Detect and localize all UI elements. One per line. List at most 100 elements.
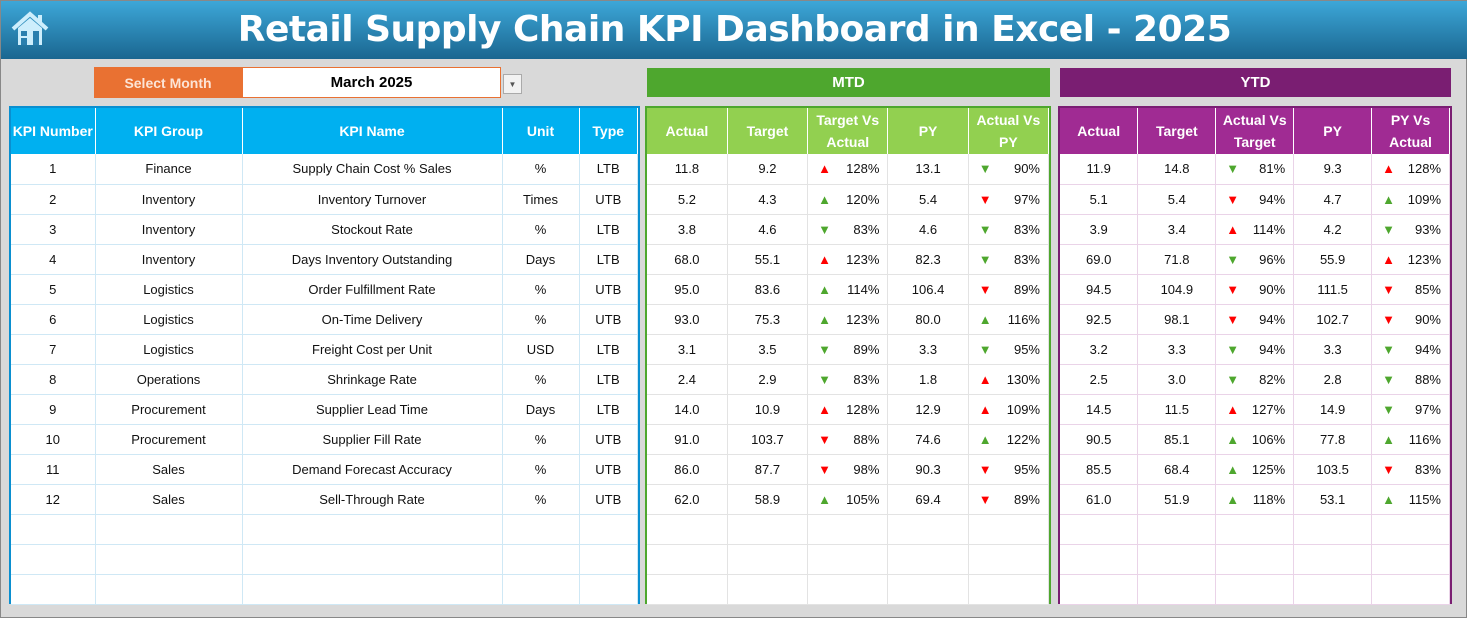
percent-value: 95% [1013,341,1040,357]
triangle-down-icon: ▼ [1226,371,1240,387]
mtd-cell: 3.5 [727,334,809,365]
dropdown-arrow-icon[interactable]: ▼ [503,74,522,94]
ytd-cell: ▲ 116% [1371,424,1450,455]
mtd-cell: 4.3 [727,184,809,215]
ytd-cell: ▼ 82% [1215,364,1295,395]
home-icon[interactable] [9,9,51,49]
triangle-down-icon: ▼ [818,461,831,477]
table-row [11,574,638,605]
percent-value: 122% [1006,431,1040,447]
ytd-cell: 14.5 [1060,394,1139,425]
column-header-target: Target [727,108,809,154]
cell-unit: % [502,484,580,515]
indicator: ▼ 96% [1216,252,1293,267]
column-header-actual-vs-target: Actual Vs Target [1215,108,1295,154]
ytd-row [1060,574,1450,605]
mtd-cell: 2.9 [727,364,809,395]
mtd-cell: ▲ 116% [968,304,1050,335]
ytd-row: 61.0 51.9 ▲ 118% 53.1 ▲ 115% [1060,484,1450,515]
ytd-cell: 11.9 [1060,154,1139,185]
cell-group [95,544,243,575]
mtd-cell: 106.4 [887,274,969,305]
mtd-cell: 103.7 [727,424,809,455]
cell-type [579,544,638,575]
percent-value: 89% [1013,281,1040,297]
indicator: ▲ 118% [1216,492,1293,507]
indicator: ▼ 94% [1216,312,1293,327]
cell-num [11,544,96,575]
ytd-cell: ▲ 106% [1215,424,1295,455]
indicator: ▲ 106% [1216,432,1293,447]
cell-name: Days Inventory Outstanding [242,244,503,275]
percent-value: 123% [846,251,880,267]
month-select[interactable]: March 2025 [242,67,501,98]
cell-num: 9 [11,394,96,425]
column-header-py: PY [887,108,969,154]
mtd-cell: ▼ 97% [968,184,1050,215]
mtd-cell: ▼ 88% [807,424,889,455]
triangle-down-icon: ▼ [978,491,992,507]
ytd-cell [1293,574,1373,605]
percent-value: 83% [853,221,880,237]
ytd-cell: ▲ 127% [1215,394,1295,425]
mtd-row: 95.0 83.6 ▲ 114% 106.4 ▼ 89% [647,274,1050,305]
column-header-unit: Unit [502,108,580,154]
mtd-cell: ▼ 89% [807,334,889,365]
indicator: ▼ 94% [1372,342,1449,357]
percent-value: 109% [1407,191,1441,207]
indicator: ▼ 97% [1372,402,1449,417]
table-row: 5 Logistics Order Fulfillment Rate% UTB [11,274,638,305]
ytd-cell [1371,574,1450,605]
ytd-cell: ▼ 90% [1215,274,1295,305]
indicator: ▼ 89% [969,282,1048,297]
mtd-cell: ▼ 90% [968,154,1050,185]
table-row [11,544,638,575]
ytd-cell: ▼ 85% [1371,274,1450,305]
percent-value: 88% [1414,371,1441,387]
triangle-down-icon: ▼ [1226,311,1240,327]
ytd-cell: ▲ 128% [1371,154,1450,185]
ytd-cell: ▼ 83% [1371,454,1450,485]
column-header-actual: Actual [1060,108,1139,154]
triangle-down-icon: ▼ [978,221,992,237]
cell-num [11,574,96,605]
ytd-cell: 61.0 [1060,484,1139,515]
cell-unit: % [502,274,580,305]
triangle-up-icon: ▲ [818,161,831,177]
triangle-down-icon: ▼ [1382,461,1395,477]
mtd-table: Actual Target Target Vs Actual PY Actual Vs … [645,106,1051,605]
ytd-cell: 111.5 [1293,274,1373,305]
mtd-row: 68.0 55.1 ▲ 123% 82.3 ▼ 83% [647,244,1050,275]
triangle-down-icon: ▼ [818,371,831,387]
ytd-row: 92.5 98.1 ▼ 94% 102.7 ▼ 90% [1060,304,1450,335]
ytd-row: 5.1 5.4 ▼ 94% 4.7 ▲ 109% [1060,184,1450,215]
indicator: ▼ 83% [969,222,1048,237]
mtd-cell: ▲ 128% [807,394,889,425]
indicator: ▲ 123% [808,252,887,267]
cell-unit: % [502,424,580,455]
ytd-cell: 9.3 [1293,154,1373,185]
indicator: ▼ 83% [1372,462,1449,477]
indicator: ▲ 120% [808,192,887,207]
triangle-down-icon: ▼ [1226,251,1240,267]
percent-value: 83% [1013,221,1040,237]
ytd-cell [1060,514,1139,545]
ytd-row [1060,514,1450,545]
cell-type: UTB [579,304,638,335]
mtd-cell: 1.8 [887,364,969,395]
mtd-cell: ▲ 123% [807,244,889,275]
ytd-cell [1060,574,1139,605]
cell-type: LTB [579,364,638,395]
triangle-down-icon: ▼ [818,431,831,447]
triangle-down-icon: ▼ [1226,341,1240,357]
cell-group [95,574,243,605]
mtd-cell: ▲ 109% [968,394,1050,425]
triangle-up-icon: ▲ [818,191,831,207]
mtd-cell: 90.3 [887,454,969,485]
mtd-cell [647,514,728,545]
mtd-cell: 95.0 [647,274,728,305]
cell-type: UTB [579,484,638,515]
mtd-cell [807,544,889,575]
cell-unit [502,514,580,545]
table-row: 9 Procurement Supplier Lead Time Days LTB [11,394,638,425]
